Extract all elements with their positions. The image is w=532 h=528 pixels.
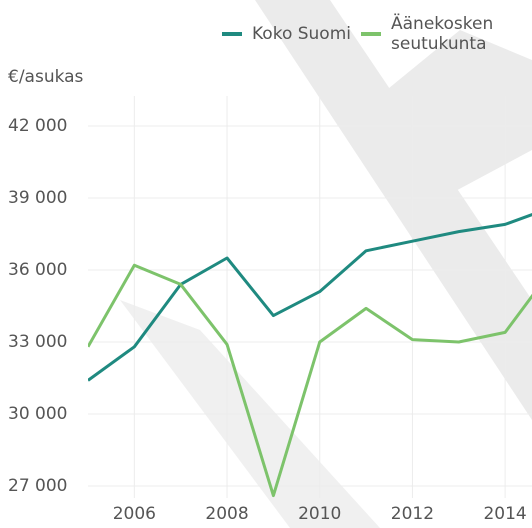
- legend-swatch: [361, 32, 381, 36]
- y-tick-label: 39 000: [8, 188, 67, 208]
- y-tick-label: 36 000: [8, 260, 67, 280]
- x-tick-label: 2012: [391, 504, 434, 524]
- page: €/asukas 27 000 30 000 33 000 36 000 39 000 4…: [0, 0, 532, 528]
- legend-label: Äänekosken seutukunta: [391, 14, 491, 54]
- x-tick-label: 2006: [113, 504, 156, 524]
- chart: €/asukas 27 000 30 000 33 000 36 000 39 000 4…: [0, 0, 532, 528]
- y-tick-label: 30 000: [8, 404, 67, 424]
- x-tick-label: 2010: [298, 504, 341, 524]
- y-tick-label: 42 000: [8, 116, 67, 136]
- legend: Koko Suomi Äänekosken seutukunta: [222, 14, 491, 54]
- y-tick-label: 33 000: [8, 332, 67, 352]
- legend-label: Koko Suomi: [252, 24, 351, 44]
- y-axis-label: €/asukas: [8, 67, 84, 87]
- legend-item: Äänekosken seutukunta: [361, 14, 491, 54]
- legend-item: Koko Suomi: [222, 24, 351, 44]
- legend-swatch: [222, 32, 242, 36]
- x-tick-label: 2014: [483, 504, 526, 524]
- y-tick-label: 27 000: [8, 476, 67, 496]
- x-tick-label: 2008: [205, 504, 248, 524]
